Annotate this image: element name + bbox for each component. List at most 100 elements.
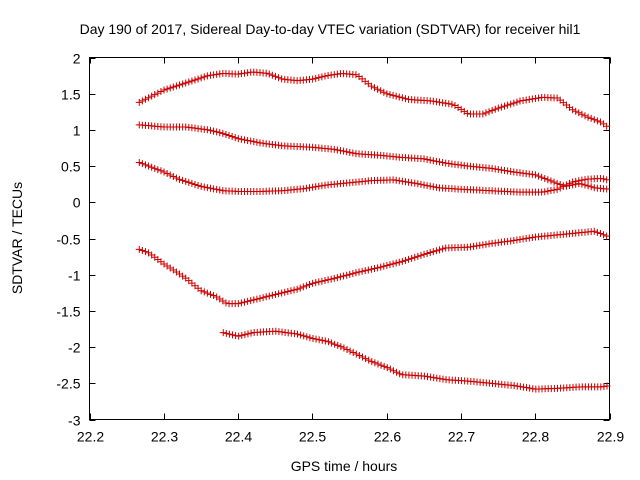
data-point bbox=[302, 282, 310, 290]
data-point bbox=[349, 349, 357, 357]
y-axis: -3 -2.5 -2 -1.5 -1 -0.5 0 0.5 1 1.5 2 bbox=[56, 51, 610, 429]
data-point bbox=[359, 353, 366, 361]
data-point bbox=[389, 367, 397, 375]
data-point bbox=[448, 100, 456, 108]
data-point bbox=[172, 82, 180, 90]
data-point bbox=[408, 254, 416, 262]
data-point bbox=[172, 174, 180, 182]
data-point bbox=[191, 76, 199, 84]
data-point bbox=[321, 337, 329, 345]
data-point bbox=[587, 183, 595, 191]
data-point bbox=[420, 372, 428, 380]
data-point bbox=[200, 183, 208, 191]
data-point bbox=[423, 249, 431, 257]
data-point bbox=[203, 126, 211, 134]
data-point bbox=[426, 156, 434, 164]
data-point bbox=[572, 177, 580, 185]
data-point bbox=[253, 138, 261, 146]
data-point bbox=[141, 95, 149, 103]
data-point bbox=[386, 261, 394, 269]
data-point bbox=[562, 181, 570, 189]
data-point bbox=[528, 95, 536, 103]
data-point bbox=[182, 177, 190, 185]
data-point bbox=[290, 286, 298, 294]
data-point bbox=[247, 297, 255, 305]
data-point bbox=[519, 235, 527, 243]
data-point bbox=[200, 73, 208, 81]
data-point bbox=[166, 171, 174, 179]
data-point bbox=[206, 290, 214, 298]
data-point bbox=[377, 263, 385, 271]
data-point bbox=[327, 275, 335, 283]
data-point bbox=[306, 280, 314, 288]
data-point bbox=[367, 265, 375, 273]
data-point bbox=[268, 71, 276, 79]
data-point bbox=[256, 294, 264, 302]
data-point bbox=[497, 166, 505, 174]
data-point bbox=[544, 176, 552, 184]
data-point bbox=[330, 145, 338, 153]
data-point bbox=[216, 129, 224, 137]
data-point bbox=[297, 331, 305, 339]
data-point bbox=[566, 179, 574, 187]
data-point bbox=[262, 69, 270, 77]
x-tick-label: 22.8 bbox=[522, 429, 549, 445]
x-tick-label: 22.5 bbox=[299, 429, 326, 445]
data-point bbox=[145, 94, 153, 102]
x-axis-label: GPS time / hours bbox=[291, 458, 398, 474]
data-point bbox=[229, 331, 236, 339]
data-point bbox=[396, 370, 404, 378]
data-point bbox=[281, 288, 289, 296]
data-point bbox=[482, 240, 490, 248]
data-point bbox=[163, 85, 171, 93]
y-tick-label: -2 bbox=[68, 340, 81, 356]
data-point bbox=[380, 88, 388, 96]
data-point bbox=[340, 147, 348, 155]
data-point bbox=[346, 270, 354, 278]
data-point bbox=[368, 358, 376, 366]
data-point bbox=[346, 148, 354, 156]
data-point bbox=[235, 332, 243, 340]
series-4 bbox=[135, 227, 611, 308]
data-point bbox=[275, 290, 283, 298]
data-point bbox=[538, 173, 546, 181]
data-point bbox=[138, 97, 146, 105]
data-point bbox=[522, 235, 530, 243]
data-point bbox=[420, 181, 428, 189]
data-point bbox=[377, 87, 385, 95]
data-point bbox=[603, 232, 611, 240]
data-point bbox=[244, 330, 252, 338]
data-point bbox=[494, 104, 502, 112]
data-point bbox=[145, 162, 153, 170]
data-point bbox=[439, 245, 447, 253]
data-point bbox=[278, 75, 286, 83]
data-point bbox=[504, 101, 512, 109]
data-point bbox=[250, 296, 258, 304]
data-point bbox=[318, 73, 326, 81]
data-point bbox=[395, 93, 403, 101]
data-point bbox=[392, 259, 400, 267]
data-point bbox=[389, 91, 397, 99]
x-axis: 22.2 22.3 22.4 22.5 22.6 22.7 22.8 22.9 bbox=[77, 57, 624, 445]
data-point bbox=[197, 287, 205, 295]
data-point bbox=[401, 178, 409, 186]
data-point bbox=[593, 117, 601, 125]
data-point bbox=[294, 330, 301, 338]
data-point bbox=[395, 258, 403, 266]
data-point bbox=[491, 165, 499, 173]
data-point bbox=[386, 91, 394, 99]
x-tick-label: 22.4 bbox=[225, 429, 252, 445]
data-point bbox=[398, 257, 406, 265]
data-point bbox=[383, 261, 391, 269]
y-tick-label: 1.5 bbox=[61, 87, 81, 103]
data-point bbox=[479, 110, 487, 118]
data-point bbox=[151, 164, 159, 172]
data-point bbox=[473, 242, 481, 250]
data-point bbox=[501, 102, 509, 110]
data-point bbox=[154, 89, 162, 97]
y-tick-label: 1 bbox=[73, 123, 81, 139]
data-point bbox=[420, 155, 428, 163]
data-point bbox=[135, 158, 143, 166]
data-point bbox=[398, 177, 406, 185]
data-point bbox=[364, 266, 372, 274]
